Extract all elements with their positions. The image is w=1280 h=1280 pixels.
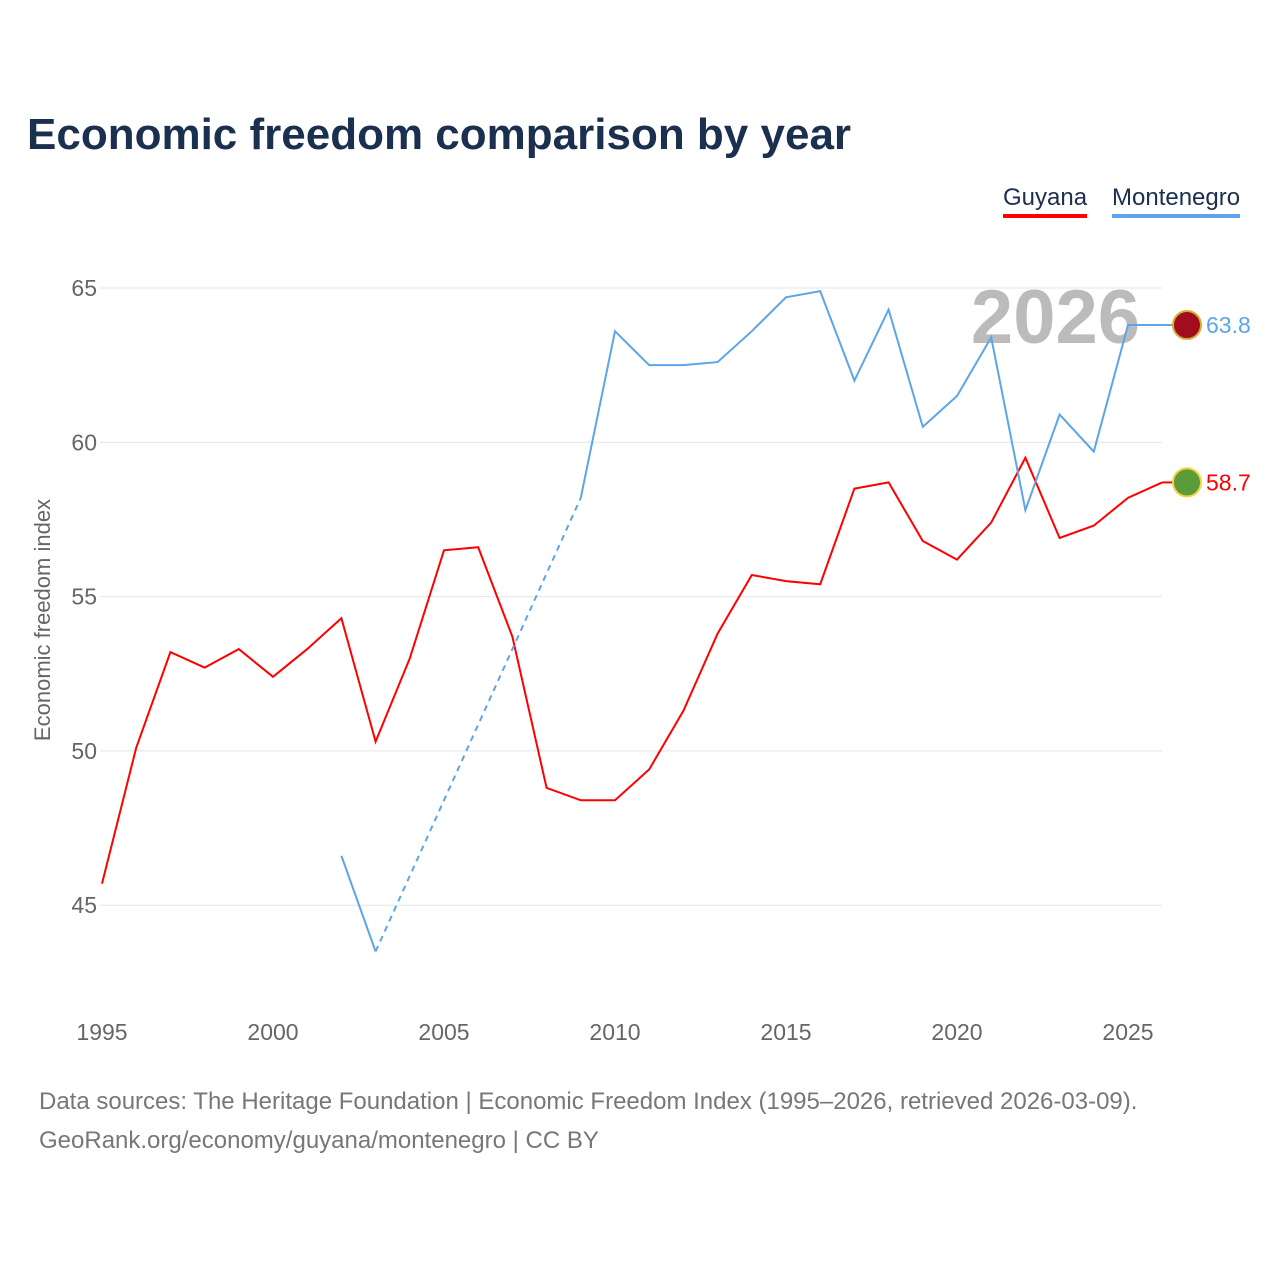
series-line-guyana	[101, 455, 1163, 884]
footer-credit: GeoRank.org/economy/guyana/montenegro | …	[39, 1127, 599, 1154]
end-value-label: 63.8	[1206, 312, 1251, 338]
y-tick-label: 45	[71, 892, 97, 918]
x-tick-label: 2005	[418, 1019, 469, 1045]
y-tick-label: 50	[71, 738, 97, 764]
x-tick-label: 2020	[931, 1019, 982, 1045]
x-tick-label: 2025	[1102, 1019, 1153, 1045]
legend-item-montenegro[interactable]: Montenegro	[1112, 184, 1241, 218]
series-line-montenegro	[579, 289, 1163, 514]
flag-guyana-icon	[1172, 467, 1202, 498]
flag-montenegro-icon	[1172, 310, 1202, 341]
y-axis-label: Economic freedom index	[30, 499, 55, 741]
y-tick-label: 60	[71, 429, 97, 455]
y-tick-label: 65	[71, 275, 97, 301]
x-tick-label: 2010	[589, 1019, 640, 1045]
year-watermark: 2026	[971, 275, 1140, 360]
x-tick-label: 1995	[76, 1019, 127, 1045]
footer-sources: Data sources: The Heritage Foundation | …	[39, 1088, 1138, 1115]
y-tick-label: 55	[71, 584, 97, 610]
x-tick-label: 2000	[247, 1019, 298, 1045]
chart-title: Economic freedom comparison by year	[27, 110, 852, 159]
x-tick-label: 2015	[760, 1019, 811, 1045]
series-line-montenegro	[340, 855, 377, 952]
gap-line-montenegro	[374, 497, 582, 952]
legend-item-guyana[interactable]: Guyana	[1003, 184, 1088, 218]
end-value-label: 58.7	[1206, 469, 1251, 495]
